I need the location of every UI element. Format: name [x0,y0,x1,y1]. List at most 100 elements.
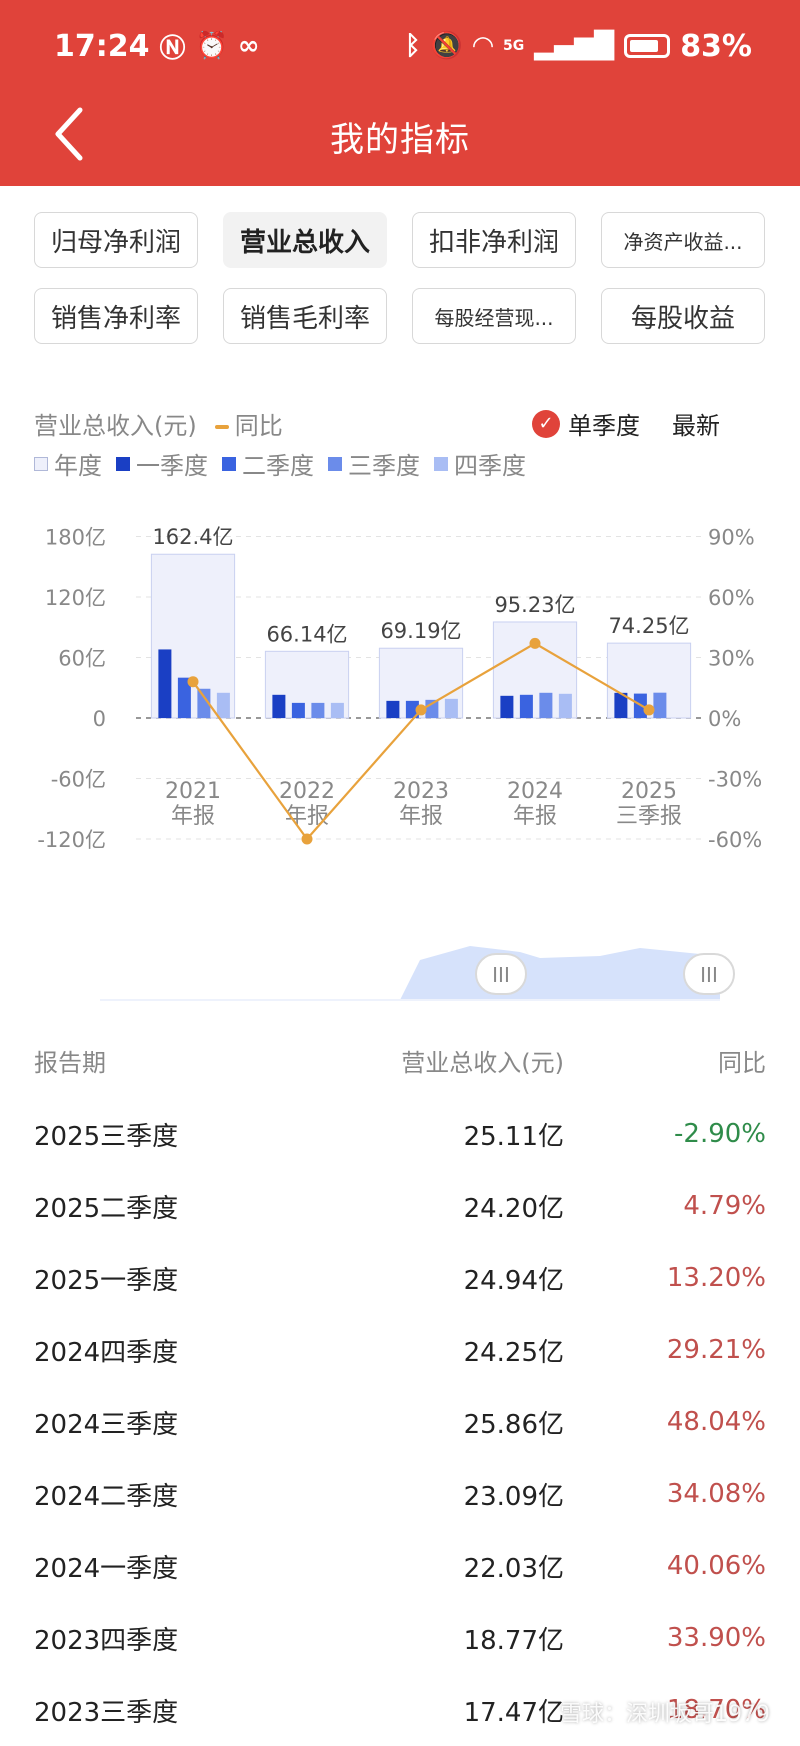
yoy-point [301,833,313,845]
revenue-cell: 25.11亿 [463,1121,564,1152]
legend-item[interactable]: 二季度 [222,446,314,481]
period-cell: 2024三季度 [34,1409,179,1440]
table-row[interactable]: 2024二季度 23.09亿 34.08% [34,1458,766,1530]
wifi-icon: ◠ [472,31,493,61]
metric-tab[interactable]: 归母净利润 [34,212,198,268]
range-slider[interactable]: III III [0,940,800,1004]
legend-item[interactable]: 一季度 [116,446,208,481]
quarter-bar [386,700,400,718]
alarm-icon: ⏰ [195,31,228,61]
y-tick-right: -30% [708,768,762,792]
metric-tab[interactable]: 销售净利率 [34,288,198,344]
header-yoy: 同比 [718,1048,766,1077]
quarter-bar [500,695,514,718]
y-tick-left: -120亿 [37,828,106,852]
y-tick-right: 60% [708,586,755,610]
revenue-cell: 22.03亿 [463,1553,564,1584]
y-tick-left: 120亿 [45,586,106,610]
battery-icon [624,34,671,58]
metric-tab[interactable]: 扣非净利润 [412,212,576,268]
x-tick-label: 2021 [165,779,221,804]
quarter-bar [272,694,286,718]
x-tick-label: 2023 [393,779,449,804]
chart-legend-top: 营业总收入(元) 同比 [34,406,283,441]
table-row[interactable]: 2025一季度 24.94亿 13.20% [34,1242,766,1314]
table-row[interactable]: 2025三季度 25.11亿 -2.90% [34,1098,766,1170]
x-tick-label: 2025 [621,779,677,804]
metric-label: 营业总收入(元) [34,412,197,440]
quarter-bar [330,702,344,718]
slider-handle-left[interactable]: III [475,953,527,995]
y-tick-right: 30% [708,647,755,671]
metric-tab[interactable]: 销售毛利率 [223,288,387,344]
table-row[interactable]: 2023三季度 17.47亿 18.70% [34,1674,766,1746]
metric-tab[interactable]: 营业总收入 [223,212,387,268]
period-cell: 2023四季度 [34,1625,179,1656]
data-table: 报告期 营业总收入(元) 同比 2025三季度 25.11亿 -2.90% 2025二… [34,1040,766,1746]
x-tick-label: 年报 [399,804,443,829]
revenue-cell: 24.20亿 [463,1193,564,1224]
y-tick-left: -60亿 [51,768,106,792]
app-header: 17:24 Ⓝ ⏰ ∞ ᛒ 🔕 ◠ 5G ▂▄▆█ 83% 我的指标 [0,0,800,186]
table-row[interactable]: 2025二季度 24.20亿 4.79% [34,1170,766,1242]
signal-icon: ▂▄▆█ [534,31,615,61]
table-row[interactable]: 2024四季度 24.25亿 29.21% [34,1314,766,1386]
revenue-cell: 25.86亿 [463,1409,564,1440]
period-cell: 2024二季度 [34,1481,179,1512]
revenue-chart: 180亿 120亿 60亿 0 -60亿 -120亿 90% 60% 30% 0% -30% -60%… [37,525,762,852]
quarter-bar [291,702,305,718]
mute-icon: 🔕 [430,31,463,61]
status-time: 17:24 [54,28,150,64]
link-icon: ∞ [237,31,260,61]
svg-text:III: III [700,963,718,987]
table-row[interactable]: 2024一季度 22.03亿 40.06% [34,1530,766,1602]
table-row[interactable]: 2023四季度 18.77亿 33.90% [34,1602,766,1674]
quarter-bar [539,692,553,718]
yoy-cell: 4.79% [683,1191,766,1221]
chevron-left-icon [55,107,83,161]
legend-swatch [434,456,448,471]
slider-track [100,999,720,1001]
yoy-cell: 29.21% [666,1335,766,1365]
revenue-cell: 18.77亿 [463,1625,564,1656]
x-tick-label: 2022 [279,779,335,804]
slider-handle-right[interactable]: III [683,953,735,995]
quarter-bar [653,692,667,718]
legend-item[interactable]: 三季度 [328,446,420,481]
svg-text:III: III [492,963,510,987]
latest-button[interactable]: 最新 [672,412,720,440]
legend-item[interactable]: 四季度 [434,446,526,481]
quarter-bar [519,694,533,718]
watermark: 雪球：深圳坂哥1979 [560,1702,770,1727]
page-title: 我的指标 [330,120,470,160]
quarter-bar [444,698,458,718]
back-button[interactable] [50,104,90,164]
battery-percent: 83% [680,28,752,64]
quarter-bar [216,692,230,718]
check-icon: ✓ [532,409,560,438]
single-quarter-toggle[interactable]: ✓ 单季度 [532,406,640,441]
metric-tab[interactable]: 每股经营现... [412,288,576,344]
yoy-cell: 48.04% [666,1407,766,1437]
quarter-bar [405,700,419,718]
header-revenue: 营业总收入(元) [401,1048,564,1077]
yoy-point [187,676,199,688]
y-tick-left: 180亿 [45,526,106,550]
metric-tab[interactable]: 每股收益 [601,288,765,344]
legend-item[interactable]: 年度 [34,446,102,481]
y-tick-left: 60亿 [58,647,106,671]
period-cell: 2025一季度 [34,1265,179,1296]
quarter-bar [177,677,191,718]
quarter-bar [197,688,211,718]
yoy-legend: 同比 [214,406,283,441]
period-cell: 2025三季度 [34,1121,179,1152]
metric-tab[interactable]: 净资产收益... [601,212,765,268]
x-tick-label: 年报 [285,804,329,829]
annual-bar-label: 162.4亿 [152,525,233,549]
yoy-cell: -2.90% [674,1119,766,1149]
yoy-point [529,637,541,649]
y-tick-right: 0% [708,707,741,731]
yoy-cell: 33.90% [666,1623,766,1653]
x-tick-label: 年报 [171,804,215,829]
table-row[interactable]: 2024三季度 25.86亿 48.04% [34,1386,766,1458]
